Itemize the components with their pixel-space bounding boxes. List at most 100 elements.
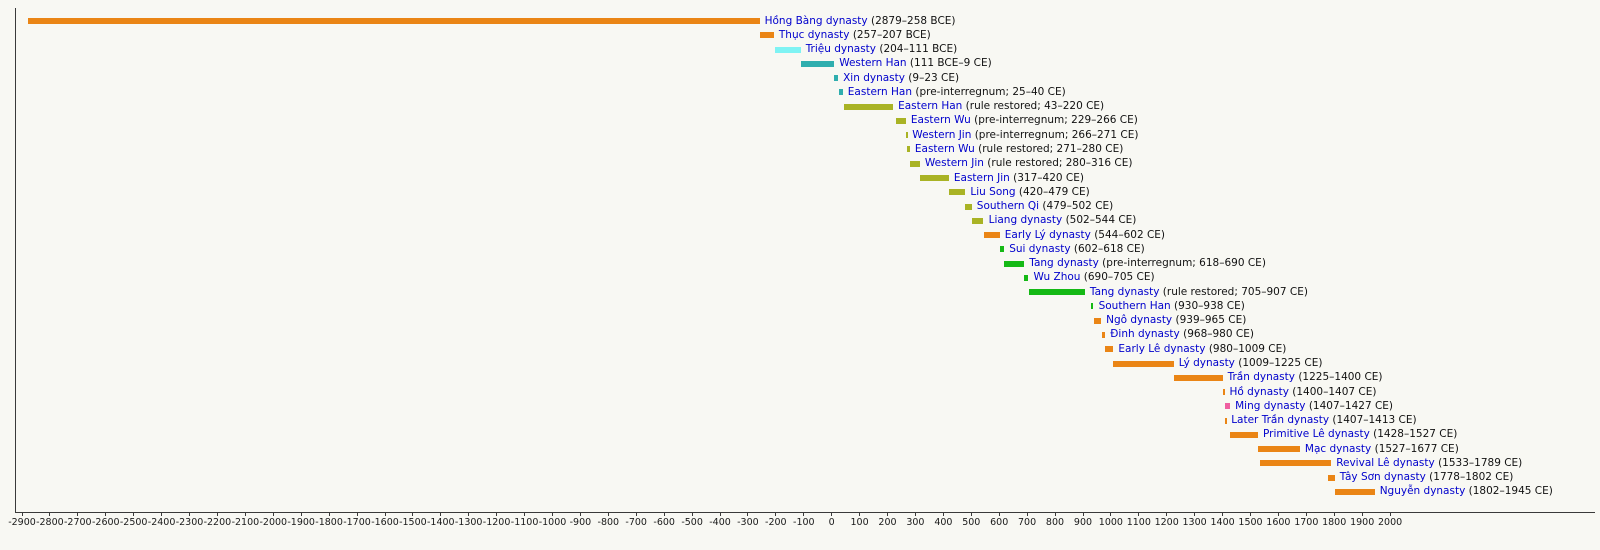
dynasty-link[interactable]: Primitive Lê dynasty (1263, 428, 1370, 441)
axis-tick (607, 512, 609, 516)
dynasty-link[interactable]: Liang dynasty (988, 214, 1063, 227)
axis-tick-label: -1400 (426, 517, 455, 528)
dynasty-dates: (479–502 CE) (1039, 200, 1114, 212)
dynasty-label: Sui dynasty (602–618 CE) (1009, 243, 1145, 256)
dynasty-link[interactable]: Wu Zhou (1033, 271, 1081, 284)
dynasty-link[interactable]: Revival Lê dynasty (1336, 456, 1435, 469)
dynasty-dates: (1400–1407 CE) (1288, 385, 1377, 398)
axis-tick-label: -1000 (538, 517, 567, 528)
dynasty-dates: (1407–1427 CE) (1305, 399, 1394, 412)
axis-tick (1054, 512, 1056, 516)
dynasty-bar (27, 18, 760, 24)
dynasty-link[interactable]: Tang dynasty (1029, 257, 1099, 270)
dynasty-link[interactable]: Đinh dynasty (1110, 328, 1180, 341)
dynasty-bar (965, 203, 972, 210)
dynasty-dates: (9–23 CE) (904, 71, 960, 84)
dynasty-bar (948, 189, 966, 196)
dynasty-bar (905, 132, 908, 139)
dynasty-link[interactable]: Tây Sơn dynasty (1339, 471, 1426, 484)
y-axis-line (15, 8, 16, 513)
axis-tick-label: -2100 (231, 517, 260, 528)
dynasty-link[interactable]: Early Lê dynasty (1118, 342, 1206, 355)
axis-tick-label: 500 (962, 517, 981, 528)
axis-tick (887, 512, 888, 516)
dynasty-bar (774, 46, 801, 53)
dynasty-bar (1224, 417, 1227, 424)
dynasty-link[interactable]: Tang dynasty (1089, 285, 1160, 298)
axis-tick (803, 512, 805, 516)
dynasty-link[interactable]: Western Han (839, 57, 907, 70)
dynasty-label: Thục dynasty (257–207 BCE) (779, 29, 931, 42)
dynasty-link[interactable]: Southern Han (1098, 299, 1171, 312)
dynasty-label: Western Jin (rule restored; 280–316 CE) (925, 157, 1133, 170)
axis-tick-label: -1700 (343, 517, 371, 528)
dynasty-link[interactable]: Later Trần dynasty (1231, 414, 1330, 427)
dynasty-link[interactable]: Southern Qi (976, 200, 1040, 212)
dynasty-link[interactable]: Eastern Han (898, 100, 963, 113)
dynasty-dates: (544–602 CE) (1090, 228, 1166, 241)
dynasty-link[interactable]: Liu Song (970, 185, 1016, 198)
dynasty-link[interactable]: Eastern Wu (910, 114, 971, 127)
dynasty-bar (920, 175, 949, 181)
dynasty-link[interactable]: Trần dynasty (1227, 371, 1295, 384)
axis-tick (1110, 512, 1112, 516)
axis-tick-label: -2200 (203, 517, 232, 528)
dynasty-link[interactable]: Ngô dynasty (1106, 314, 1173, 327)
axis-tick (133, 512, 135, 516)
axis-tick (49, 512, 51, 516)
dynasty-link[interactable]: Hồ dynasty (1229, 385, 1289, 398)
axis-tick-label: -2000 (259, 517, 288, 528)
axis-tick (635, 512, 637, 516)
dynasty-link[interactable]: Mạc dynasty (1304, 442, 1372, 455)
axis-tick-label: -2600 (91, 517, 120, 528)
axis-tick (579, 512, 581, 516)
dynasty-bar (843, 103, 894, 110)
axis-tick-label: -1800 (315, 517, 343, 528)
dynasty-dates: (1527–1677 CE) (1371, 442, 1459, 455)
dynasty-link[interactable]: Eastern Wu (914, 142, 975, 155)
axis-tick-label: 100 (850, 517, 869, 528)
dynasty-link[interactable]: Nguyễn dynasty (1379, 485, 1466, 498)
dynasty-dates: (rule restored; 43–220 CE) (962, 100, 1105, 113)
dynasty-bar (1101, 331, 1106, 338)
dynasty-link[interactable]: Early Lý dynasty (1004, 228, 1091, 241)
dynasty-link[interactable]: Ming dynasty (1235, 399, 1306, 412)
axis-tick-label: -100 (793, 517, 815, 528)
axis-tick-label: -1100 (510, 517, 539, 528)
axis-tick-label: 1300 (1182, 517, 1207, 528)
axis-tick (1082, 512, 1084, 516)
axis-tick-label: -1500 (399, 517, 427, 528)
dynasty-dates: (257–207 BCE) (849, 28, 931, 41)
dynasty-link[interactable]: Xin dynasty (843, 71, 905, 84)
axis-tick-label: 1500 (1238, 517, 1263, 528)
dynasty-link[interactable]: Eastern Han (847, 85, 913, 98)
dynasty-label: Western Jin (pre-interregnum; 266–271 CE… (912, 129, 1138, 142)
axis-tick-label: -1600 (371, 517, 399, 528)
axis-tick (384, 512, 386, 516)
dynasty-dates: (690–705 CE) (1080, 271, 1155, 284)
dynasty-bar (895, 117, 906, 124)
axis-tick (161, 512, 163, 516)
dynasty-label: Early Lý dynasty (544–602 CE) (1005, 229, 1165, 242)
dynasty-link[interactable]: Triệu dynasty (805, 43, 877, 55)
axis-tick-label: 1600 (1266, 517, 1291, 528)
dynasty-link[interactable]: Eastern Jin (953, 171, 1010, 184)
axis-tick (1277, 512, 1279, 516)
axis-tick-label: 900 (1073, 517, 1093, 528)
dynasty-dates: (317–420 CE) (1009, 171, 1084, 184)
axis-tick (21, 512, 23, 516)
dynasty-link[interactable]: Hồng Bàng dynasty (764, 14, 868, 27)
axis-tick (552, 512, 553, 516)
dynasty-label: Liang dynasty (502–544 CE) (989, 214, 1137, 227)
dynasty-link[interactable]: Thục dynasty (778, 28, 850, 41)
axis-tick (524, 512, 526, 516)
dynasty-link[interactable]: Western Jin (912, 128, 972, 141)
dynasty-link[interactable]: Lý dynasty (1178, 357, 1235, 369)
axis-tick (300, 512, 302, 516)
axis-tick (1305, 512, 1307, 516)
dynasty-link[interactable]: Western Jin (924, 157, 984, 170)
dynasty-dates: (pre-interregnum; 266–271 CE) (971, 128, 1139, 141)
dynasty-link[interactable]: Sui dynasty (1009, 242, 1071, 255)
axis-tick (440, 512, 442, 516)
